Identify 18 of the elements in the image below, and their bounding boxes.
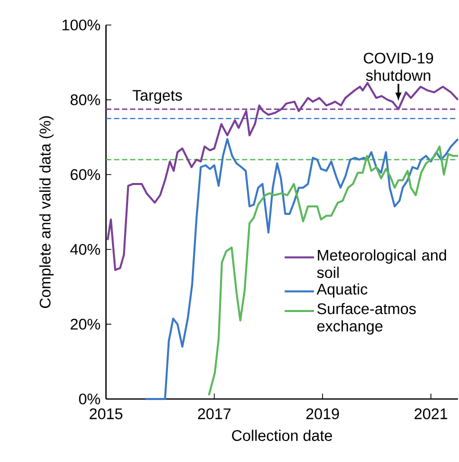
annotation: Targets bbox=[132, 90, 182, 104]
y-tick-label: 20% bbox=[70, 318, 100, 330]
x-axis-title: Collection date bbox=[232, 430, 332, 441]
x-tick-label: 2017 bbox=[198, 408, 231, 420]
y-tick-label: 40% bbox=[70, 244, 100, 255]
y-tick-label: 100% bbox=[62, 20, 100, 30]
annotation: COVID-19 shutdown bbox=[364, 52, 434, 81]
x-tick-label: 2021 bbox=[414, 408, 448, 420]
y-tick-label: 60% bbox=[70, 169, 100, 180]
line-series bbox=[144, 138, 459, 400]
legend-label: Meteorological and soil bbox=[317, 249, 446, 278]
legend-label: Surface-atmos exchange bbox=[317, 302, 416, 335]
y-axis-title: Complete and valid data (%) bbox=[39, 116, 54, 308]
x-tick-label: 2015 bbox=[90, 408, 122, 420]
y-tick-label: 0% bbox=[79, 394, 100, 404]
y-tick-label: 80% bbox=[70, 94, 100, 106]
x-tick-label: 2019 bbox=[306, 408, 339, 420]
legend-label: Aquatic bbox=[316, 283, 368, 298]
